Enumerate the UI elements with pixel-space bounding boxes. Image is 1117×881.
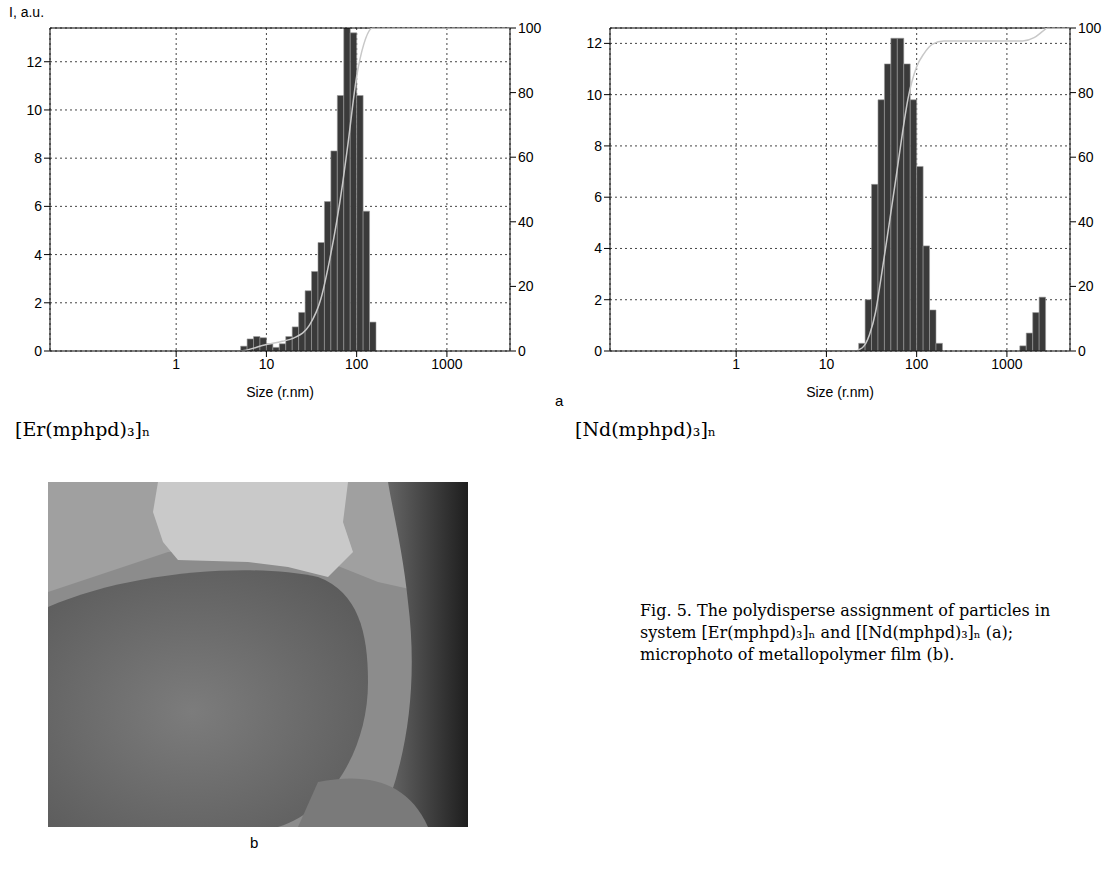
svg-text:1: 1 — [732, 356, 740, 372]
svg-text:6: 6 — [34, 198, 42, 214]
svg-text:Size (r.nm): Size (r.nm) — [806, 384, 874, 400]
svg-text:10: 10 — [259, 356, 275, 372]
svg-text:100: 100 — [905, 356, 929, 372]
html-text:b: b — [250, 834, 259, 851]
html-text:a: a — [555, 392, 564, 409]
svg-text:10: 10 — [819, 356, 835, 372]
svg-text:80: 80 — [1078, 85, 1094, 101]
svg-text:Size (r.nm): Size (r.nm) — [246, 384, 314, 400]
svg-text:20: 20 — [1078, 278, 1094, 294]
svg-text:4: 4 — [594, 240, 602, 256]
svg-text:2: 2 — [594, 292, 602, 308]
html-text:[Er(mphpd)₃]ₙ: [Er(mphpd)₃]ₙ — [15, 418, 151, 440]
svg-text:40: 40 — [1078, 214, 1094, 230]
svg-text:12: 12 — [586, 35, 602, 51]
html-text:[Nd(mphpd)₃]ₙ: [Nd(mphpd)₃]ₙ — [575, 418, 716, 440]
svg-text:10: 10 — [26, 102, 42, 118]
svg-text:40: 40 — [518, 214, 534, 230]
svg-text:100: 100 — [518, 20, 542, 36]
html-text:Fig. 5. The polydisperse assig: Fig. 5. The polydisperse assignment of p… — [640, 601, 1051, 664]
svg-text:60: 60 — [1078, 149, 1094, 165]
svg-text:1: 1 — [172, 356, 180, 372]
svg-text:60: 60 — [518, 149, 534, 165]
svg-text:4: 4 — [34, 247, 42, 263]
svg-text:2: 2 — [34, 295, 42, 311]
svg-text:8: 8 — [594, 138, 602, 154]
svg-text:0: 0 — [1078, 343, 1086, 359]
svg-text:12: 12 — [26, 54, 42, 70]
svg-text:20: 20 — [518, 278, 534, 294]
svg-text:100: 100 — [1078, 20, 1102, 36]
svg-text:0: 0 — [594, 343, 602, 359]
svg-text:0: 0 — [34, 343, 42, 359]
html-text:I, a.u.: I, a.u. — [9, 4, 44, 20]
svg-text:1000: 1000 — [431, 356, 462, 372]
svg-text:80: 80 — [518, 85, 534, 101]
svg-text:100: 100 — [345, 356, 369, 372]
svg-text:10: 10 — [586, 87, 602, 103]
svg-text:8: 8 — [34, 150, 42, 166]
svg-text:0: 0 — [518, 343, 526, 359]
svg-text:1000: 1000 — [991, 356, 1022, 372]
svg-text:6: 6 — [594, 189, 602, 205]
